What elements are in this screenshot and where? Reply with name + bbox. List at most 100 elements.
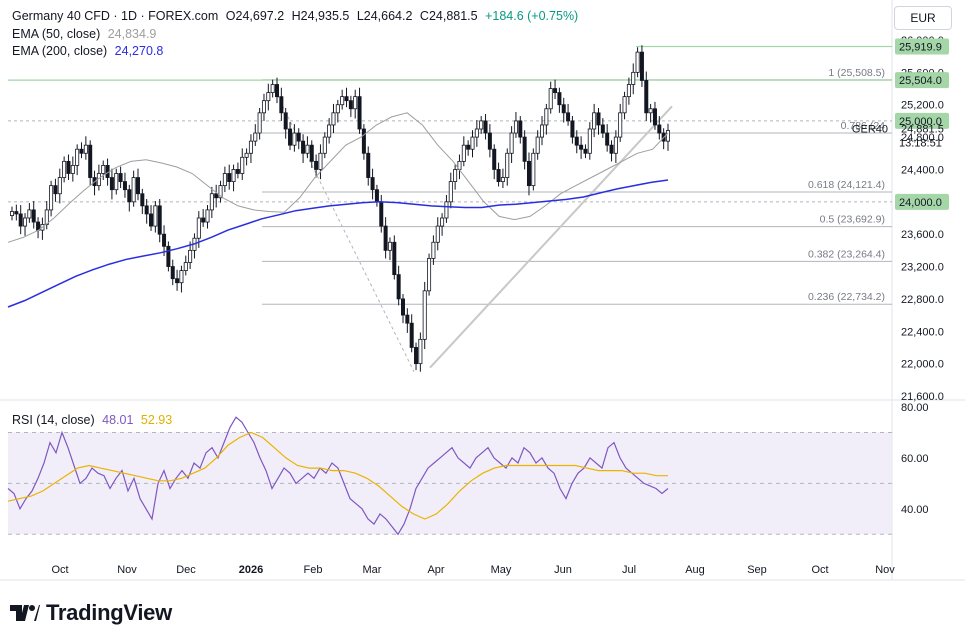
time-tick-label: Feb: [304, 564, 323, 576]
rsi-tick-label: 40.00: [901, 504, 929, 516]
candle-body: [383, 225, 388, 251]
candle-body: [335, 104, 340, 114]
candle-body: [353, 96, 358, 110]
fib-level-label: 0.618 (24,121.4): [808, 179, 885, 191]
candle-body: [257, 112, 262, 134]
candle-body: [405, 314, 410, 324]
tradingview-logo: TradingView: [10, 600, 172, 626]
candle-body: [179, 270, 184, 284]
fib-swing-line: [271, 84, 415, 372]
candle-body: [261, 100, 266, 114]
time-tick-label: Nov: [117, 564, 137, 576]
ohlc-open: O24,697.2: [225, 9, 285, 23]
symbol-title: Germany 40 CFD · 1D · FOREX.com: [12, 9, 219, 23]
candle-body: [318, 152, 323, 170]
candle-body: [14, 211, 19, 215]
candle-body: [548, 88, 553, 110]
candle-body: [70, 165, 75, 174]
candle-body: [500, 177, 505, 182]
candle-body: [57, 177, 62, 195]
currency-button[interactable]: EUR: [894, 6, 952, 30]
fib-level-label: 0.786 (24: [841, 120, 886, 132]
candle-body: [492, 148, 497, 170]
candle-body: [374, 189, 379, 203]
candle-body: [322, 136, 327, 154]
price-tick-label: 24,800.0: [901, 132, 944, 144]
rsi-legend[interactable]: RSI (14, close) 48.01 52.93: [12, 412, 172, 428]
rsi-label: RSI (14, close): [12, 413, 95, 427]
candle-body: [392, 241, 397, 276]
candle-body: [448, 181, 453, 203]
candle-body: [88, 144, 93, 178]
candle-body: [144, 205, 149, 215]
candle-body: [474, 128, 479, 138]
candle-body: [270, 84, 275, 93]
rsi-tick-label: 80.00: [901, 402, 929, 414]
candle-body: [414, 347, 419, 365]
candle-body: [131, 177, 136, 203]
ema200-legend[interactable]: EMA (200, close) 24,270.8: [12, 43, 163, 59]
ohlc-high: H24,935.5: [291, 9, 350, 23]
rsi-line: [7, 416, 669, 536]
candle-body: [622, 96, 627, 114]
candle-body: [435, 225, 440, 243]
ema200-value: 24,270.8: [114, 44, 164, 58]
candle-body: [18, 213, 23, 227]
candle-body: [344, 96, 349, 102]
candle-body: [62, 160, 67, 178]
candle-body: [535, 136, 540, 154]
price-tick-label: 21,600.0: [901, 391, 944, 403]
time-tick-label: Jun: [554, 564, 572, 576]
ema200-line: [7, 179, 669, 308]
price-tick-label: 23,600.0: [901, 229, 944, 241]
candle-body: [592, 112, 597, 130]
time-tick-label: Aug: [685, 564, 705, 576]
candle-body: [288, 128, 293, 146]
time-tick-label: Sep: [747, 564, 767, 576]
candle-body: [639, 51, 644, 81]
candle-body: [596, 112, 601, 126]
candle-body: [479, 120, 484, 130]
time-tick-label: 2026: [239, 564, 263, 576]
candle-body: [205, 209, 210, 223]
price-tick-label: 22,400.0: [901, 326, 944, 338]
candle-body: [279, 96, 284, 114]
candle-body: [648, 108, 653, 114]
candle-body: [422, 290, 427, 340]
time-tick-label: Oct: [811, 564, 828, 576]
candle-body: [9, 211, 14, 216]
candle-body: [301, 140, 306, 154]
candle-body: [149, 213, 154, 227]
candle-body: [418, 338, 423, 365]
ema50-value: 24,834.9: [107, 27, 157, 41]
candle-body: [483, 120, 488, 134]
price-badge-label: 25,504.0: [899, 75, 942, 87]
candle-body: [409, 322, 414, 348]
candle-body: [166, 245, 171, 267]
candle-body: [566, 112, 571, 122]
ema50-legend[interactable]: EMA (50, close) 24,834.9: [12, 26, 156, 42]
candle-body: [170, 266, 175, 280]
trendline: [429, 105, 673, 369]
candle-body: [470, 136, 475, 150]
candle-body: [553, 88, 558, 93]
countdown-label: 13:18:51: [899, 137, 942, 149]
candle-body: [544, 108, 549, 126]
ohlc-close: C24,881.5: [419, 9, 478, 23]
candle-body: [518, 120, 523, 138]
time-tick-label: Mar: [363, 564, 382, 576]
time-tick-label: Apr: [427, 564, 444, 576]
candle-body: [440, 217, 445, 227]
candle-body: [379, 201, 384, 227]
candle-body: [361, 128, 366, 154]
candle-body: [427, 258, 432, 292]
candle-body: [114, 173, 119, 191]
candle-body: [175, 278, 180, 284]
candle-body: [244, 152, 249, 158]
time-tick-label: Jul: [622, 564, 636, 576]
candle-body: [657, 124, 662, 134]
candle-body: [266, 92, 271, 102]
rsi-ma-line: [7, 431, 668, 520]
candle-body: [140, 193, 145, 207]
